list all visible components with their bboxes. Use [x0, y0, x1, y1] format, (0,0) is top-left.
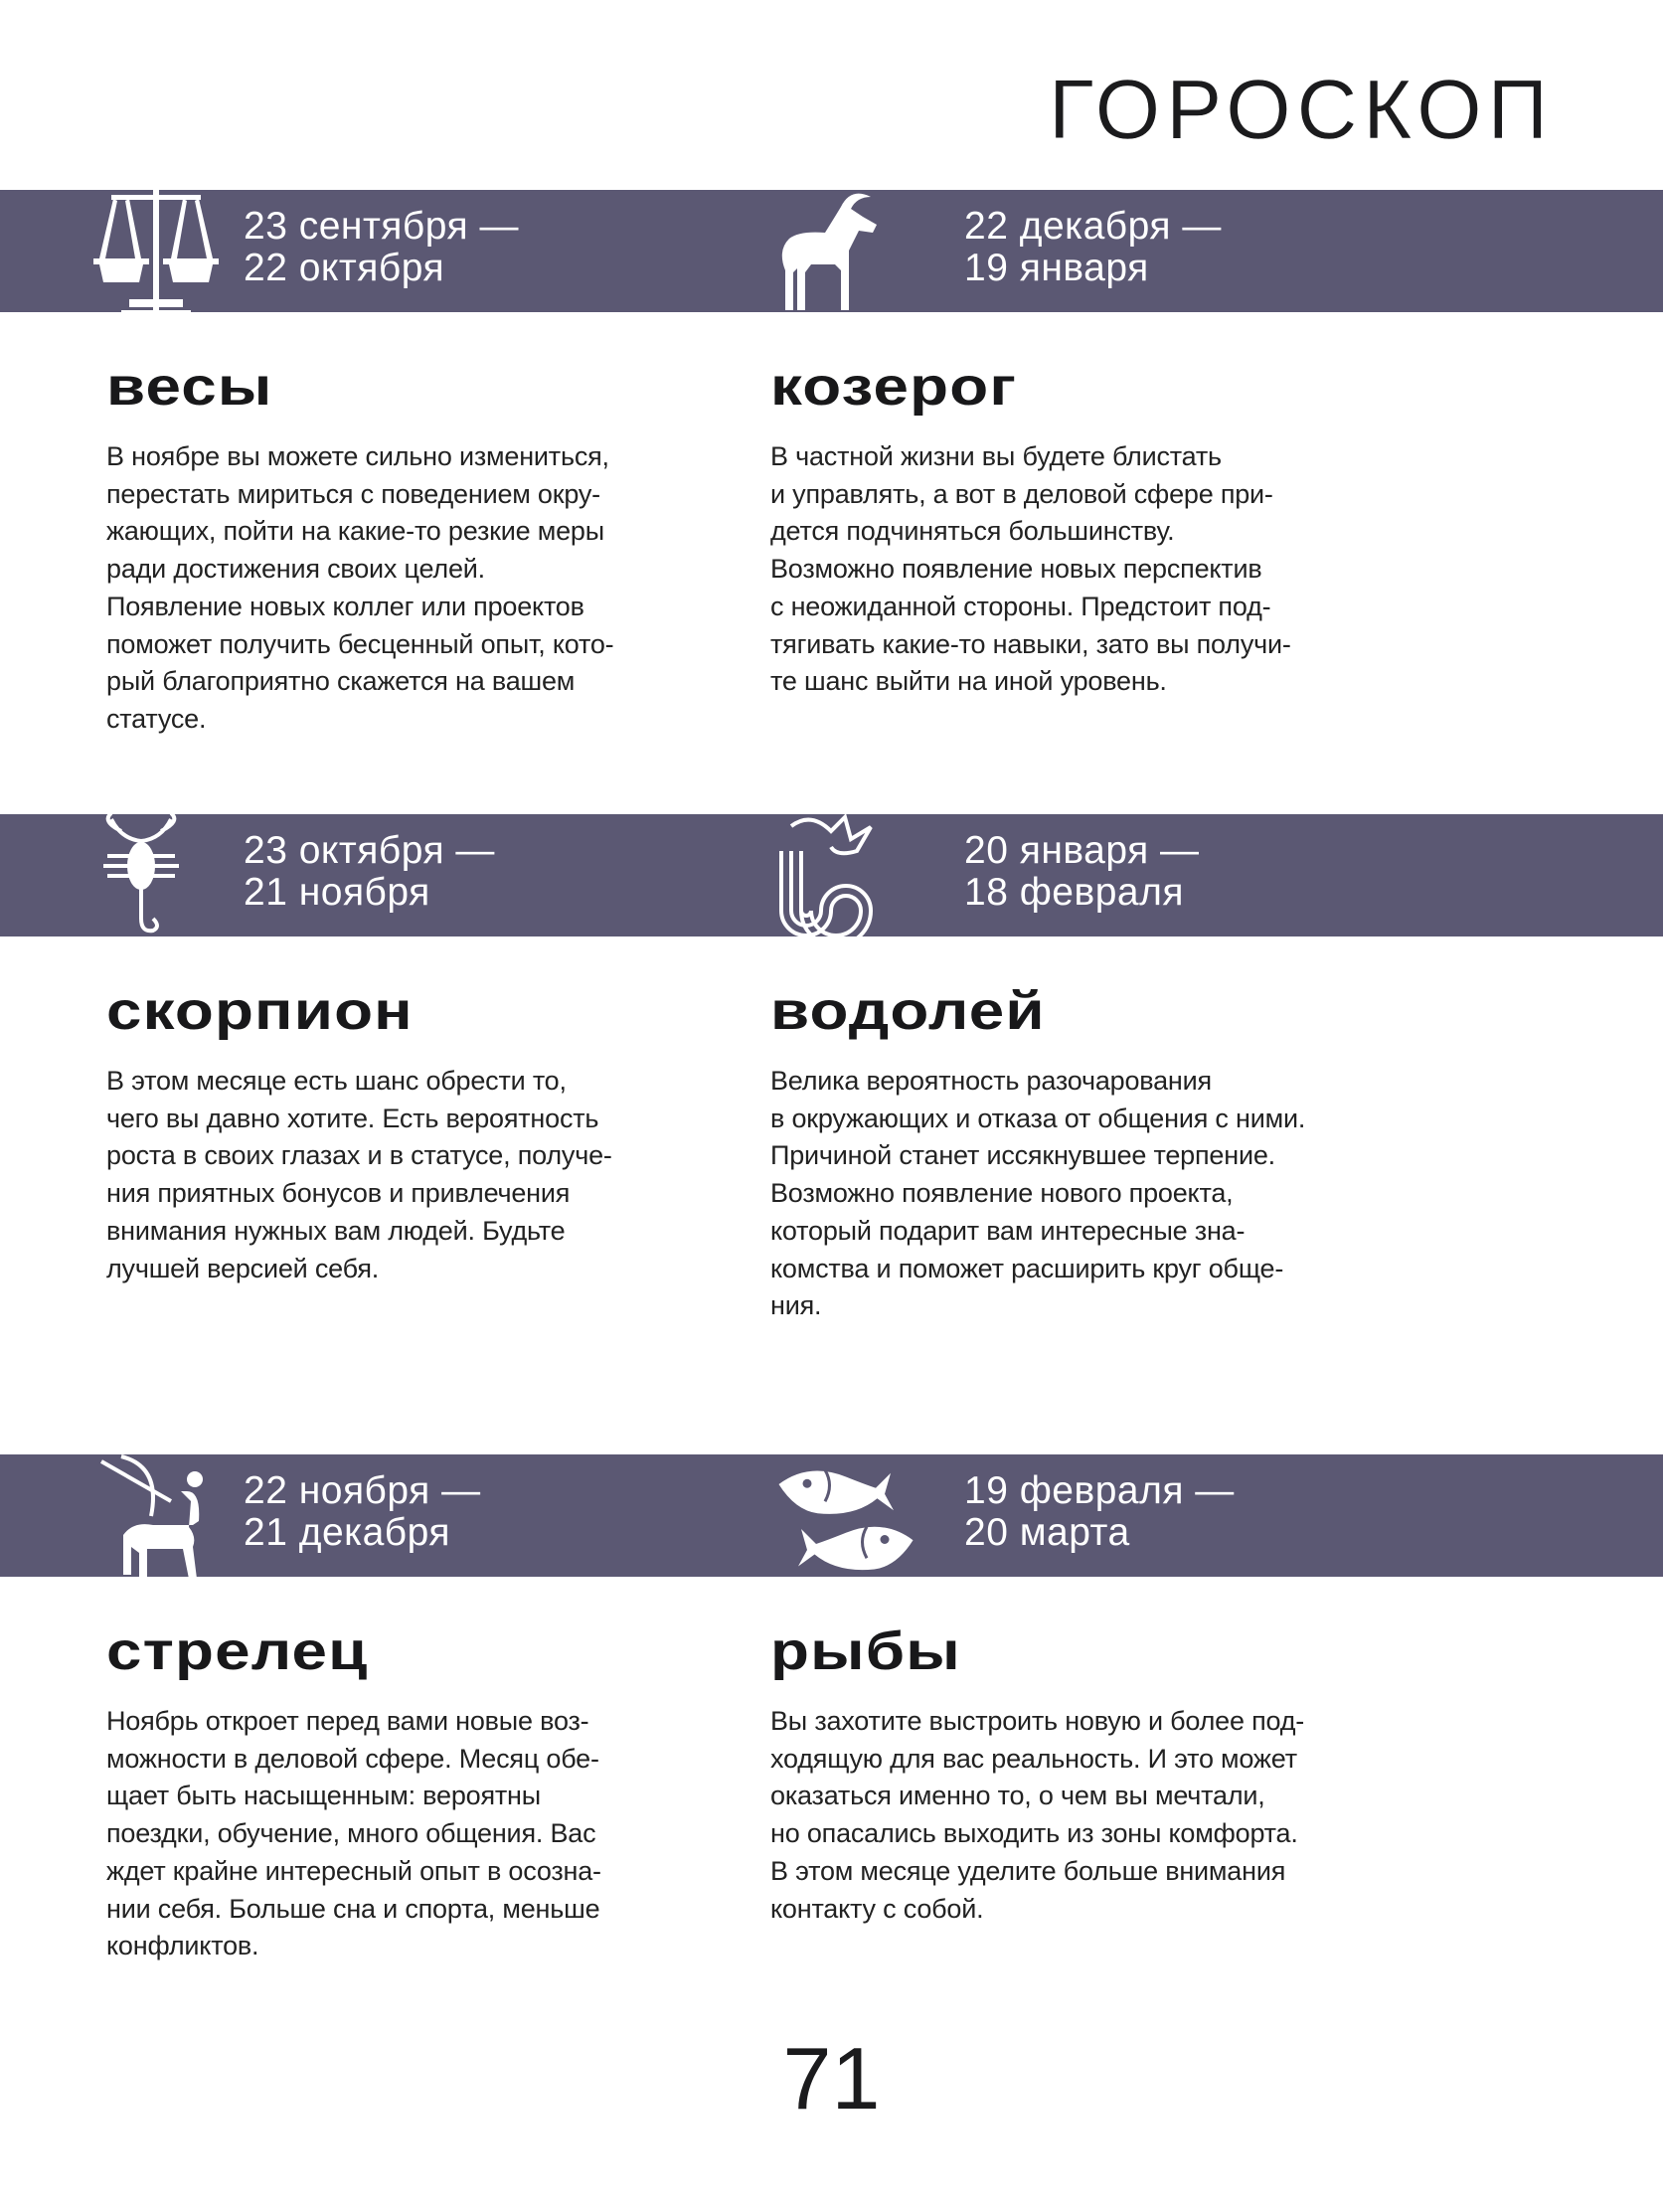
sign-section: рыбы Вы захотите выстроить новую и более … [770, 1621, 1304, 1928]
forecast-line: но опасались выходить из зоны комфорта. [770, 1818, 1298, 1849]
forecast-line: Велика вероятность разочарования [770, 1066, 1212, 1096]
forecast-line: оказаться именно то, о чем вы мечтали, [770, 1781, 1265, 1811]
sign-section: скорпион В этом месяце есть шанс обрести … [106, 981, 612, 1287]
sign-name: весы [106, 357, 273, 417]
forecast-line: ходящую для вас реальность. И это может [770, 1743, 1297, 1774]
sign-forecast: Ноябрь откроет перед вами новые воз-можн… [106, 1703, 601, 1965]
forecast-line: и управлять, а вот в деловой сфере при- [770, 478, 1273, 509]
date-line: 20 января — [964, 829, 1200, 872]
forecast-line: ради достижения своих целей. [106, 554, 485, 585]
forecast-line: В этом месяце есть шанс обрести то, [106, 1066, 567, 1096]
sign-dates: 19 февраля —20 марта [964, 1470, 1235, 1554]
date-line: 22 декабря — [964, 205, 1222, 248]
forecast-line: можности в деловой сфере. Месяц обе- [106, 1743, 599, 1774]
sign-section: водолей Велика вероятность разочарования в… [770, 981, 1305, 1325]
sign-dates: 23 сентября —22 октября [244, 206, 519, 289]
forecast-line: статусе. [106, 703, 207, 734]
forecast-line: Возможно появление новых перспектив [770, 554, 1262, 585]
forecast-line: внимания нужных вам людей. Будьте [106, 1215, 566, 1246]
forecast-line: лучшей версией себя. [106, 1253, 380, 1283]
forecast-line: ждет крайне интересный опыт в осозна- [106, 1855, 601, 1886]
date-line: 20 марта [964, 1511, 1130, 1554]
date-line: 23 сентября — [244, 205, 519, 248]
sign-name: козерог [770, 357, 1018, 417]
date-line: 22 ноября — [244, 1469, 481, 1512]
forecast-line: Ноябрь откроет перед вами новые воз- [106, 1706, 589, 1736]
sign-forecast: В этом месяце есть шанс обрести то, чего … [106, 1063, 612, 1287]
forecast-line: поможет получить бесценный опыт, кото- [106, 628, 614, 659]
forecast-line: щает быть насыщенным: вероятны [106, 1781, 541, 1811]
sign-forecast: Велика вероятность разочарования в окружа… [770, 1063, 1305, 1325]
sign-dates: 20 января —18 февраля [964, 830, 1200, 914]
sign-dates: 22 ноября —21 декабря [244, 1470, 481, 1554]
sagittarius-archer-icon [91, 1451, 221, 1586]
forecast-line: ния. [770, 1290, 822, 1321]
forecast-line: с неожиданной стороны. Предстоит под- [770, 591, 1271, 621]
forecast-line: поездки, обучение, много общения. Вас [106, 1818, 596, 1849]
sign-name: стрелец [106, 1621, 369, 1681]
forecast-line: Причиной станет иссякнувшее терпение. [770, 1140, 1275, 1171]
libra-scales-icon [91, 187, 221, 321]
sign-dates: 23 октября —21 ноября [244, 830, 495, 914]
forecast-line: рый благоприятно скажется на вашем [106, 666, 576, 697]
date-line: 22 октября [244, 247, 445, 289]
forecast-line: Вы захотите выстроить новую и более под- [770, 1706, 1305, 1736]
forecast-line: дется подчиняться большинству. [770, 516, 1175, 547]
forecast-line: жающих, пойти на какие-то резкие меры [106, 516, 604, 547]
sign-section: козерог В частной жизни вы будете блистат… [770, 357, 1291, 701]
forecast-line: ния приятных бонусов и привлечения [106, 1178, 571, 1209]
date-line: 21 декабря [244, 1511, 450, 1554]
sign-dates: 22 декабря —19 января [964, 206, 1222, 289]
date-line: 18 февраля [964, 871, 1184, 914]
forecast-line: перестать мириться с поведением окру- [106, 478, 600, 509]
pisces-fish-icon [771, 1451, 920, 1582]
forecast-line: В частной жизни вы будете блистать [770, 441, 1222, 471]
forecast-line: нии себя. Больше сна и спорта, меньше [106, 1893, 600, 1924]
sign-section: весы В ноябре вы можете сильно измениться… [106, 357, 614, 739]
date-line: 21 ноября [244, 871, 430, 914]
forecast-line: тягивать какие-то навыки, зато вы получи… [770, 628, 1291, 659]
date-line: 19 января [964, 247, 1149, 289]
capricorn-goat-icon [771, 187, 891, 321]
forecast-line: роста в своих глазах и в статусе, получе… [106, 1140, 612, 1171]
sign-forecast: Вы захотите выстроить новую и более под-… [770, 1703, 1304, 1928]
forecast-line: в окружающих и отказа от общения с ними. [770, 1103, 1306, 1133]
sign-name: рыбы [770, 1621, 961, 1681]
forecast-line: В этом месяце уделите больше внимания [770, 1855, 1286, 1886]
forecast-line: Появление новых коллег или проектов [106, 591, 584, 621]
sign-name: водолей [770, 981, 1046, 1041]
forecast-line: контакту с собой. [770, 1893, 984, 1924]
sign-section: стрелец Ноябрь откроет перед вами новые в… [106, 1621, 601, 1965]
date-line: 23 октября — [244, 829, 495, 872]
scorpio-scorpion-icon [91, 811, 191, 945]
page-title: ГОРОСКОП [1049, 63, 1554, 157]
sign-forecast: В частной жизни вы будете блистать и упра… [770, 438, 1291, 701]
aquarius-water-icon [771, 811, 891, 947]
forecast-line: чего вы давно хотите. Есть вероятность [106, 1103, 599, 1133]
forecast-line: те шанс выйти на иной уровень. [770, 666, 1167, 697]
sign-forecast: В ноябре вы можете сильно измениться, пер… [106, 438, 614, 739]
sign-name: скорпион [106, 981, 414, 1041]
forecast-line: который подарит вам интересные зна- [770, 1215, 1246, 1246]
forecast-line: комства и поможет расширить круг обще- [770, 1253, 1284, 1283]
forecast-line: В ноябре вы можете сильно измениться, [106, 441, 609, 471]
forecast-line: конфликтов. [106, 1931, 259, 1961]
forecast-line: Возможно появление нового проекта, [770, 1178, 1234, 1209]
date-line: 19 февраля — [964, 1469, 1235, 1512]
page-number: 71 [782, 2029, 881, 2127]
